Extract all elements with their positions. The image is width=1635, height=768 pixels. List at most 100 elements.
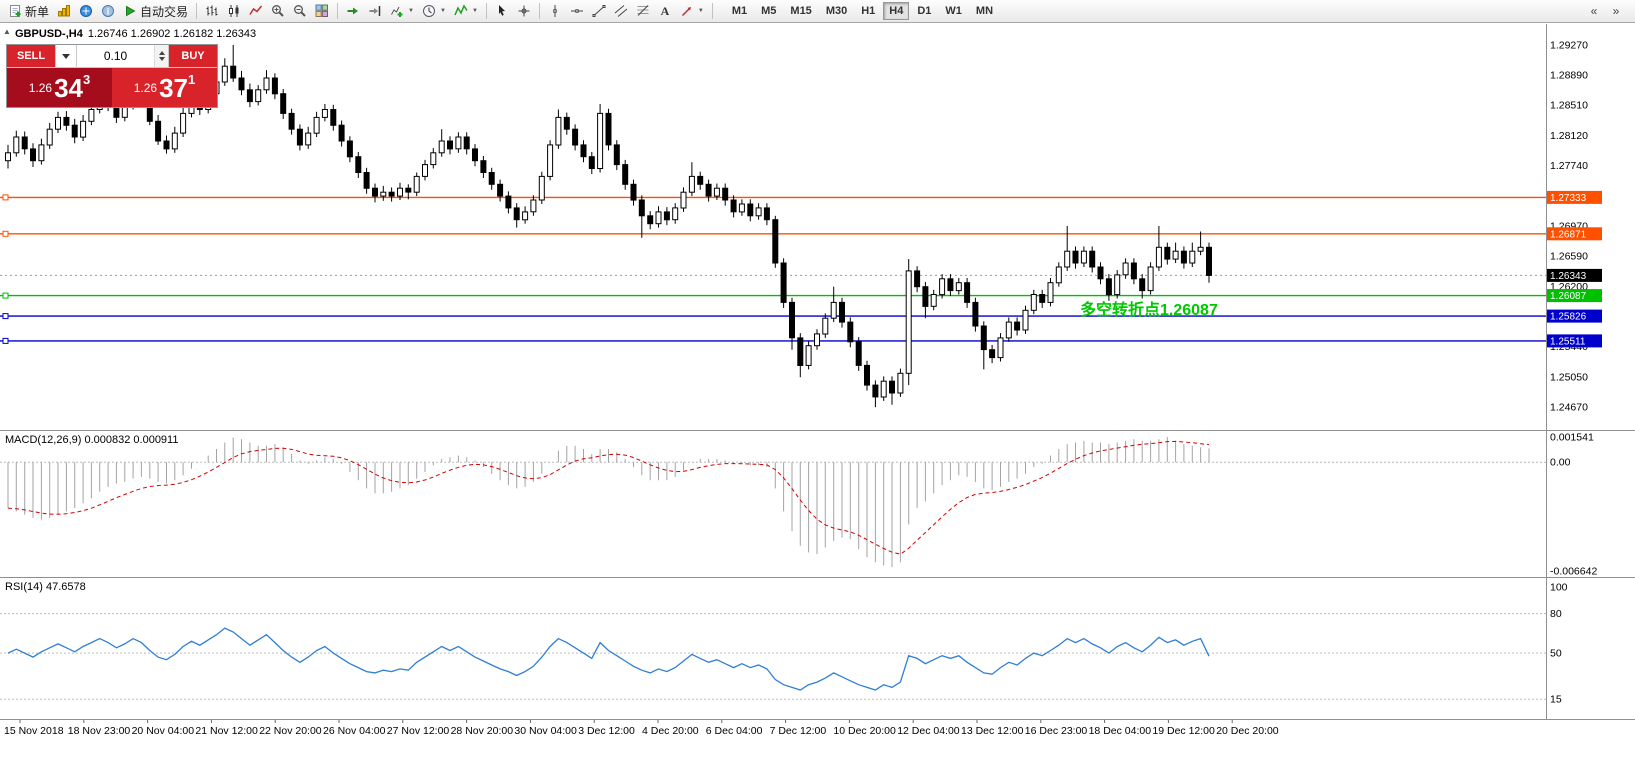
channel-icon: [614, 4, 628, 18]
timeframe-group: M1 M5 M15 M30 H1 H4 D1 W1 MN: [725, 2, 1000, 20]
timeframe-h1-button[interactable]: H1: [855, 2, 881, 20]
time-axis-label: 18 Nov 23:00: [68, 725, 131, 737]
horizontal-line-button[interactable]: [566, 1, 588, 21]
timeframe-m1-button[interactable]: M1: [726, 2, 753, 20]
chart-plot[interactable]: 1.29270 1.28890 1.28510 1.28120 1.27740 1.273…: [0, 24, 1635, 768]
indicators-button[interactable]: ▼: [450, 1, 482, 21]
trendline-button[interactable]: [588, 1, 610, 21]
bars-chart-button[interactable]: [201, 1, 223, 21]
svg-text:1.24670: 1.24670: [1550, 402, 1588, 414]
toolbar-separator: [711, 3, 713, 19]
auto-scroll-button[interactable]: [342, 1, 364, 21]
lot-size-input[interactable]: [77, 45, 154, 67]
timeframe-d1-button[interactable]: D1: [911, 2, 937, 20]
bars-chart-icon: [205, 4, 219, 18]
buy-price-big: 37: [159, 72, 189, 103]
indicators-icon: [454, 4, 468, 18]
svg-text:1.25050: 1.25050: [1550, 372, 1588, 384]
vertical-line-button[interactable]: [544, 1, 566, 21]
buy-price-button[interactable]: 1.26 37 1: [112, 68, 217, 107]
sell-price-big: 34: [54, 72, 84, 103]
arrows-button[interactable]: ▼: [676, 1, 708, 21]
time-axis-label: 20 Dec 20:00: [1216, 725, 1279, 737]
chevron-down-icon: ▼: [697, 8, 704, 14]
spinner-down-icon: [158, 57, 165, 61]
new-order-button[interactable]: 新单: [4, 1, 53, 21]
sell-button[interactable]: SELL: [7, 45, 55, 67]
play-icon: [123, 4, 137, 18]
info-icon: i: [101, 4, 115, 18]
toolbar-right-group: «»: [1583, 1, 1627, 21]
timeframe-w1-button[interactable]: W1: [939, 2, 968, 20]
market-watch-button[interactable]: [53, 1, 75, 21]
lot-spinner[interactable]: [154, 45, 168, 67]
price-badge: [1547, 334, 1602, 348]
hline-icon: [570, 4, 584, 18]
svg-text:1.26343: 1.26343: [1550, 271, 1587, 282]
data-window-button[interactable]: [75, 1, 97, 21]
toolbar-separator: [337, 3, 339, 19]
svg-text:1.25826: 1.25826: [1550, 312, 1587, 323]
vline-icon: [548, 4, 562, 18]
timeframe-m15-button[interactable]: M15: [784, 2, 817, 20]
candles-chart-icon: [227, 4, 241, 18]
tile-windows-icon: [315, 4, 329, 18]
chart-shift-icon: [368, 4, 382, 18]
time-axis-label: 15 Nov 2018: [4, 725, 64, 737]
macd-signal-line: [7, 440, 1210, 555]
zoom-out-icon: [293, 4, 307, 18]
time-axis-label: 19 Dec 12:00: [1152, 725, 1215, 737]
one-click-trading-panel: SELL BUY 1.26 34 3 1.26 37 1: [6, 44, 218, 108]
chevron-down-icon: ▼: [439, 8, 446, 14]
svg-text:1.29270: 1.29270: [1550, 39, 1588, 51]
zoom-out-button[interactable]: [289, 1, 311, 21]
equidistant-channel-button[interactable]: [610, 1, 632, 21]
time-axis-label: 12 Dec 04:00: [897, 725, 960, 737]
price-badge: [1547, 289, 1602, 303]
autotrading-button[interactable]: 自动交易: [119, 1, 192, 21]
timeframe-m5-button[interactable]: M5: [755, 2, 782, 20]
svg-text:1.26590: 1.26590: [1550, 251, 1588, 263]
price-badge: [1547, 268, 1602, 282]
new-chart-button[interactable]: ▼: [386, 1, 418, 21]
toolbars-next-icon: »: [1612, 4, 1620, 18]
text-tool-button[interactable]: A: [654, 1, 676, 21]
svg-text:A: A: [661, 4, 670, 18]
chart-annotation-text[interactable]: 多空转折点1.26087: [1080, 302, 1218, 319]
auto-scroll-icon: [346, 4, 360, 18]
chart-shift-button[interactable]: [364, 1, 386, 21]
tile-windows-button[interactable]: [311, 1, 333, 21]
terminal-button[interactable]: i: [97, 1, 119, 21]
svg-text:1.27740: 1.27740: [1550, 160, 1588, 172]
collapse-trade-panel-icon[interactable]: ▲: [3, 27, 11, 36]
toolbars-prev-button[interactable]: «: [1583, 1, 1605, 21]
order-type-dropdown[interactable]: [55, 45, 76, 67]
timeframe-m30-button[interactable]: M30: [820, 2, 853, 20]
cursor-button[interactable]: [491, 1, 513, 21]
zoom-in-button[interactable]: [267, 1, 289, 21]
chart-title: GBPUSD-,H4 1.26746 1.26902 1.26182 1.2634…: [15, 28, 256, 40]
price-badge: [1547, 227, 1602, 241]
timeframe-h4-button[interactable]: H4: [883, 2, 910, 20]
svg-text:0.00: 0.00: [1550, 457, 1571, 469]
svg-text:1.27333: 1.27333: [1550, 193, 1587, 204]
line-chart-button[interactable]: [245, 1, 267, 21]
sell-price-button[interactable]: 1.26 34 3: [7, 68, 112, 107]
periods-button[interactable]: ▼: [418, 1, 450, 21]
candlestick-chart-button[interactable]: [223, 1, 245, 21]
chart-window[interactable]: 1.29270 1.28890 1.28510 1.28120 1.27740 1.273…: [0, 24, 1635, 768]
time-axis-label: 28 Nov 20:00: [451, 725, 514, 737]
buy-button[interactable]: BUY: [169, 45, 217, 67]
timeframe-mn-button[interactable]: MN: [970, 2, 999, 20]
time-axis-label: 16 Dec 23:00: [1025, 725, 1088, 737]
price-badge: [1547, 190, 1602, 204]
svg-text:-0.006642: -0.006642: [1550, 566, 1597, 578]
fibonacci-button[interactable]: [632, 1, 654, 21]
crosshair-button[interactable]: [513, 1, 535, 21]
svg-text:50: 50: [1550, 648, 1562, 660]
svg-text:1.26871: 1.26871: [1550, 229, 1587, 240]
svg-text:15: 15: [1550, 694, 1562, 706]
svg-text:100: 100: [1550, 582, 1568, 594]
toolbars-next-button[interactable]: »: [1605, 1, 1627, 21]
toolbar-separator: [538, 3, 540, 19]
